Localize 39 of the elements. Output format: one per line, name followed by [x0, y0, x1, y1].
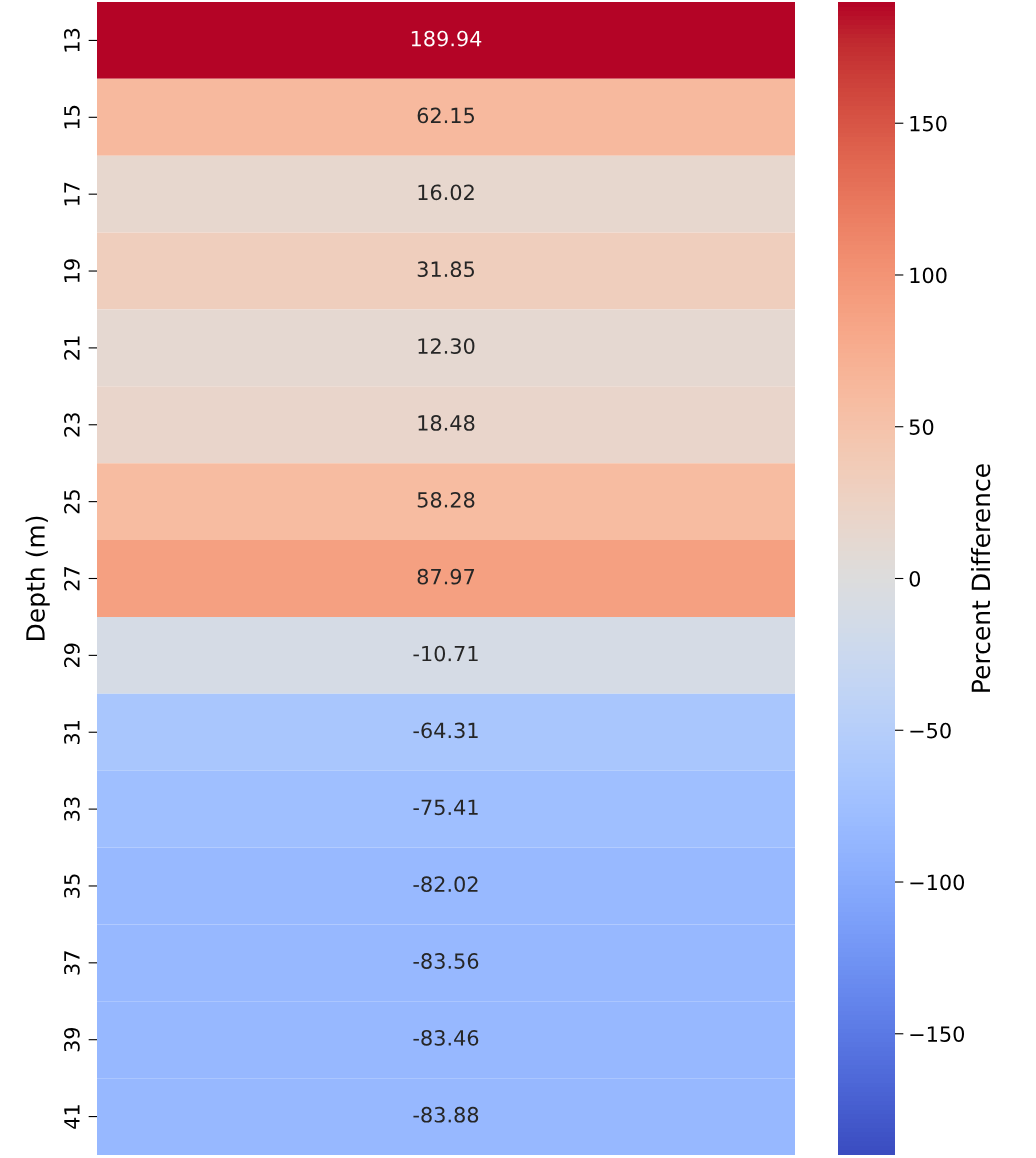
data-label: -10.71 — [413, 645, 478, 662]
data-label: 12.30 — [418, 338, 475, 354]
y-tick-label: 31 — [64, 720, 80, 744]
data-label: -64.31 — [413, 722, 478, 739]
data-label: 18.48 — [418, 415, 475, 431]
data-label: -83.88 — [413, 1106, 479, 1123]
y-axis-title: Depth (m) — [25, 516, 50, 641]
color-bar-label: 150 — [910, 115, 947, 132]
y-tick-label: 23 — [64, 413, 80, 437]
y-tick-label: 13 — [64, 28, 80, 52]
data-label: -83.56 — [413, 953, 479, 969]
y-tick-label: 15 — [64, 105, 80, 129]
color-bar-label: −150 — [910, 1026, 965, 1042]
y-tick-label: 33 — [64, 797, 80, 821]
y-tick-label: 17 — [64, 182, 80, 206]
data-label: 16.02 — [418, 184, 474, 201]
y-tick-label: 25 — [64, 490, 80, 514]
color-bar-label: −50 — [910, 722, 951, 739]
y-tick-label: 37 — [64, 951, 80, 975]
data-label: -82.02 — [413, 876, 478, 893]
data-label: -83.46 — [413, 1029, 479, 1046]
y-tick-label: 27 — [64, 567, 80, 591]
color-bar-label: −100 — [910, 874, 965, 891]
y-tick-label: 39 — [64, 1027, 80, 1052]
color-bar-label: 100 — [910, 267, 947, 284]
data-label: 189.94 — [411, 30, 482, 47]
data-label: 58.28 — [417, 491, 475, 508]
data-label: 87.97 — [417, 568, 475, 585]
data-label: -75.41 — [413, 799, 478, 816]
color-bar-title: Percent Difference — [970, 464, 991, 692]
y-tick-label: 29 — [64, 643, 80, 668]
color-bar-label: 50 — [909, 419, 934, 435]
y-tick-label: 41 — [64, 1105, 80, 1129]
y-tick-label: 19 — [64, 259, 80, 282]
color-bar-label: 0 — [909, 570, 921, 587]
y-tick-label: 21 — [64, 336, 80, 360]
y-tick-label: 35 — [64, 874, 80, 898]
data-label: 31.85 — [417, 261, 474, 278]
data-label: 62.15 — [417, 107, 474, 124]
